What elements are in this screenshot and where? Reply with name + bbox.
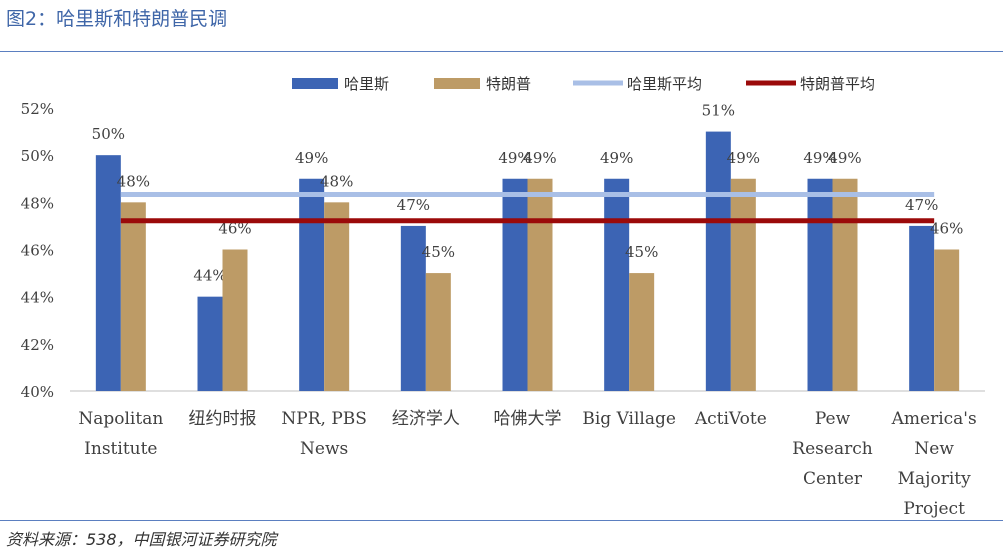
data-label-harris: 50% (92, 125, 125, 143)
data-label-harris: 49% (600, 149, 633, 167)
y-tick-label: 50% (21, 147, 54, 165)
legend-harris-label: 哈里斯 (344, 75, 389, 93)
y-tick-label: 48% (21, 194, 54, 212)
bar-trump (629, 273, 655, 391)
data-label-trump: 49% (727, 149, 760, 167)
data-label-trump: 49% (828, 149, 861, 167)
bar-harris (807, 178, 833, 391)
source-note: 资料来源：538，中国银河证券研究院 (6, 530, 277, 549)
bar-harris (400, 225, 426, 391)
y-tick-label: 40% (21, 383, 54, 401)
bar-harris (299, 178, 325, 391)
data-label-harris: 49% (498, 149, 531, 167)
data-label-harris: 49% (803, 149, 836, 167)
x-category-label: NPR, PBS News (281, 409, 367, 459)
bottom-rule (0, 520, 1003, 521)
x-category-label: America's New Majority Project (891, 409, 977, 519)
y-tick-label: 46% (21, 242, 54, 260)
data-label-harris: 47% (905, 196, 938, 214)
figure-title: 图2：哈里斯和特朗普民调 (6, 8, 228, 30)
x-category-label: Big Village (582, 409, 676, 429)
data-label-trump: 49% (523, 149, 556, 167)
bar-trump (527, 178, 553, 391)
x-category-label: 哈佛大学 (494, 409, 562, 429)
y-tick-label: 52% (21, 100, 54, 118)
legend-harris-swatch (292, 78, 338, 89)
bar-trump (832, 178, 858, 391)
data-label-harris: 51% (702, 102, 735, 120)
legend-trump-label: 特朗普 (486, 75, 531, 93)
bar-harris (909, 225, 935, 391)
top-rule (0, 51, 1003, 52)
data-label-harris: 44% (193, 267, 226, 285)
bar-harris (197, 296, 223, 391)
data-label-trump: 48% (320, 172, 353, 190)
data-label-harris: 47% (397, 196, 430, 214)
data-label-harris: 49% (295, 149, 328, 167)
data-label-trump: 48% (117, 172, 150, 190)
bar-harris (502, 178, 528, 391)
bar-trump (324, 202, 350, 391)
bar-trump (730, 178, 756, 391)
data-label-trump: 45% (625, 243, 658, 261)
x-category-label: ActiVote (694, 409, 767, 429)
legend-harris-average-label: 哈里斯平均 (627, 75, 702, 93)
bar-trump (120, 202, 146, 391)
y-tick-label: 44% (21, 289, 54, 307)
bar-chart: 40%42%44%46%48%50%52%50%44%49%47%49% 49%5… (21, 75, 985, 519)
bar-harris (604, 178, 630, 391)
data-label-trump: 46% (218, 220, 251, 238)
x-category-label: 经济学人 (392, 409, 460, 429)
y-tick-label: 42% (21, 336, 54, 354)
bar-trump (222, 249, 248, 391)
bar-trump (934, 249, 960, 391)
data-label-trump: 45% (422, 243, 455, 261)
x-category-label: 纽约时报 (189, 409, 257, 429)
x-category-label: Pew Research Center (792, 409, 872, 489)
legend-trump-swatch (434, 78, 480, 89)
legend-trump-average-label: 特朗普平均 (800, 75, 875, 93)
x-category-label: Napolitan Institute (78, 409, 163, 459)
bar-trump (425, 273, 451, 391)
bar-harris (705, 131, 731, 392)
data-label-trump: 46% (930, 220, 963, 238)
bar-harris (95, 155, 121, 391)
